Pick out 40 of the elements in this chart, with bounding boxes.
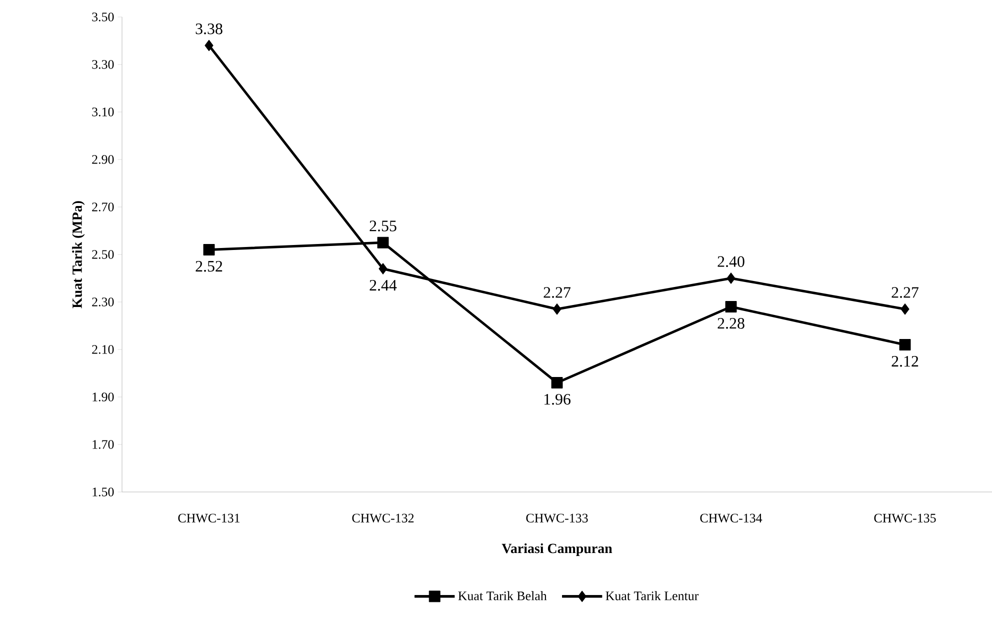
y-tick-label: 1.90	[92, 392, 114, 402]
x-tick-label: CHWC-133	[526, 514, 588, 523]
data-label: 2.27	[892, 287, 919, 298]
point	[377, 236, 389, 248]
point	[900, 303, 910, 315]
y-tick-label: 2.70	[92, 202, 114, 212]
point	[726, 272, 736, 284]
legend-label: Kuat Tarik Lentur	[606, 591, 699, 600]
point	[552, 303, 562, 315]
data-label: 2.52	[196, 260, 222, 272]
y-tick-label: 1.70	[92, 440, 114, 449]
data-label: 2.28	[718, 318, 744, 329]
x-tick-label: CHWC-135	[874, 514, 936, 523]
data-label: 2.44	[370, 280, 397, 291]
y-tick-label: 2.50	[92, 250, 114, 259]
y-tick-label: 2.90	[92, 155, 114, 164]
x-tick-label: CHWC-132	[352, 514, 414, 523]
data-label: 2.12	[892, 356, 918, 367]
x-tick-label: CHWC-131	[178, 514, 240, 523]
y-tick-label: 3.50	[92, 12, 114, 22]
legend-label: Kuat Tarik Belah	[458, 591, 547, 600]
y-tick-label: 2.30	[92, 298, 114, 306]
y-axis-title: Kuat Tarik (MPa)	[72, 201, 85, 308]
y-tick-label: 3.10	[92, 108, 114, 116]
data-label: 2.40	[718, 256, 744, 268]
y-tick-label: 2.10	[92, 345, 114, 354]
data-label: 1.96	[544, 394, 570, 405]
data-label: 2.55	[370, 220, 396, 232]
point	[203, 244, 215, 256]
y-tick-label: 1.50	[92, 488, 114, 496]
point	[551, 377, 563, 388]
data-label: 2.27	[544, 287, 571, 298]
y-tick-label: 3.30	[92, 60, 114, 69]
point	[725, 301, 737, 312]
x-axis-title: Variasi Campuran	[502, 543, 612, 556]
point	[378, 263, 388, 274]
x-tick-label: CHWC-134	[700, 514, 762, 523]
point	[204, 40, 214, 52]
data-label: 3.38	[196, 23, 222, 34]
point	[899, 339, 911, 350]
